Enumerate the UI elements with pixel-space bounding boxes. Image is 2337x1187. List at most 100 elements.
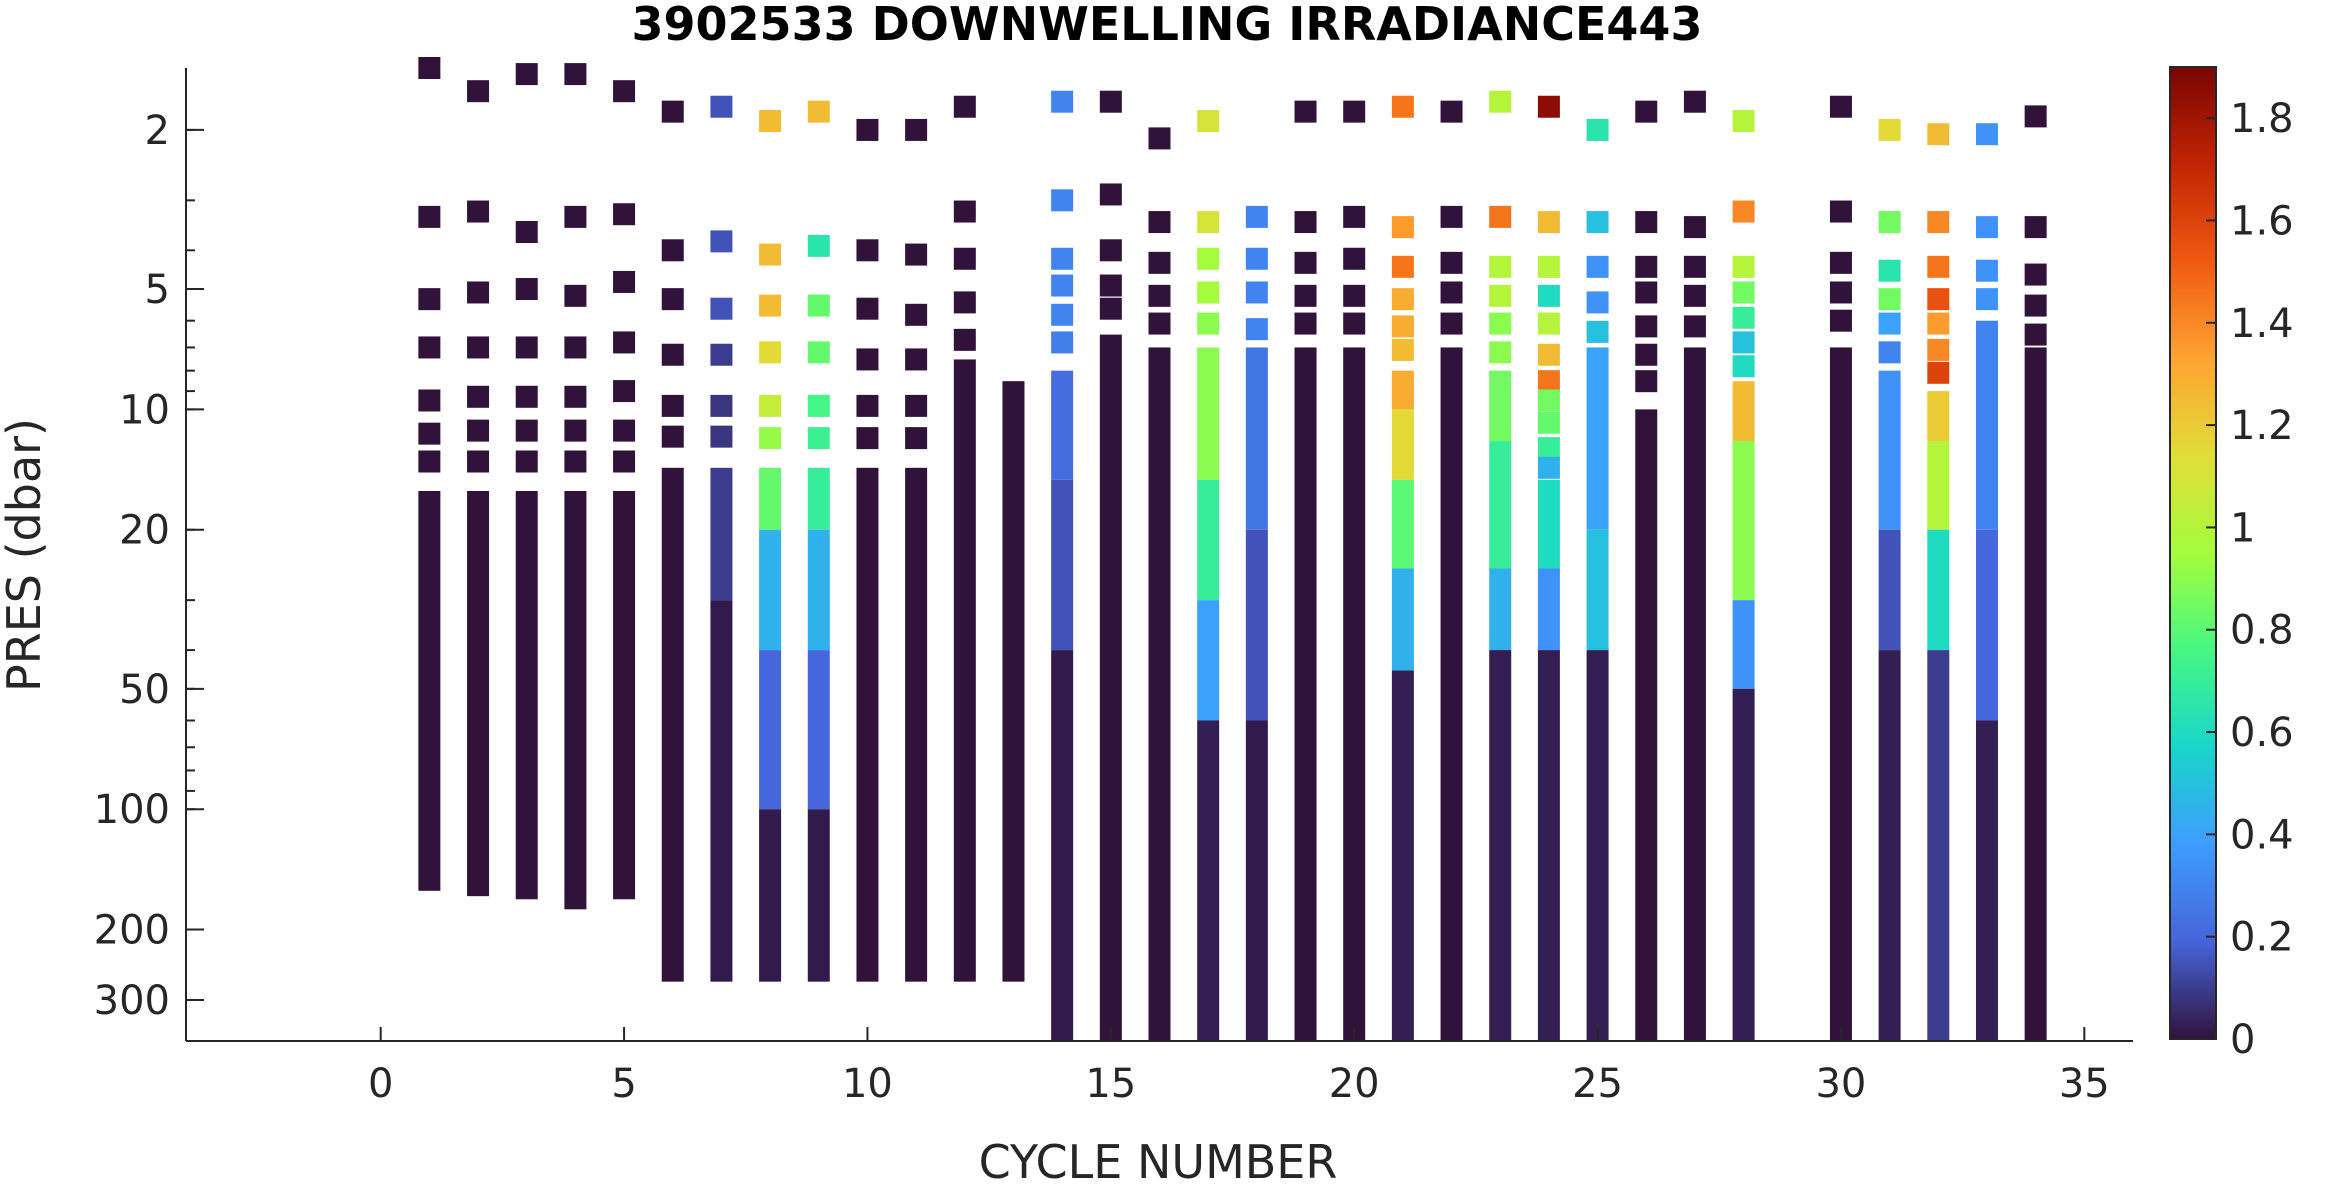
sample-marker xyxy=(467,450,490,473)
sample-marker xyxy=(661,343,684,366)
sample-marker xyxy=(1537,456,1560,479)
sample-marker xyxy=(807,100,830,123)
x-tick-label: 25 xyxy=(1572,1061,1623,1107)
colorbar-ticks: 0 0.2 0.4 0.6 0.8 1 1.2 1.4 1.6 1.8 xyxy=(2206,96,2294,1063)
profile-segment xyxy=(1586,650,1609,1041)
profile-segment xyxy=(1829,347,1852,1041)
sample-marker xyxy=(515,278,538,301)
x-ticks: 0 5 10 15 20 25 30 35 xyxy=(368,1027,2110,1107)
y-tick-label: 2 xyxy=(145,108,170,154)
sample-marker xyxy=(661,100,684,123)
sample-marker xyxy=(515,336,538,359)
sample-marker xyxy=(1537,343,1560,366)
sample-marker xyxy=(1537,95,1560,118)
sample-marker xyxy=(1440,281,1463,304)
sample-marker xyxy=(1148,284,1171,307)
sample-marker xyxy=(759,243,782,266)
profile-segment xyxy=(1975,720,1998,1041)
sample-marker xyxy=(759,341,782,364)
sample-marker xyxy=(856,427,879,450)
profile-segment xyxy=(1391,568,1414,671)
profile-segment xyxy=(1197,600,1220,721)
y-tick-label: 50 xyxy=(119,667,170,713)
profile-segment xyxy=(1489,568,1512,651)
sample-marker xyxy=(856,297,879,320)
sample-marker xyxy=(564,284,587,307)
sample-marker xyxy=(613,203,636,226)
y-tick-label: 10 xyxy=(119,387,170,433)
sample-marker xyxy=(418,422,441,445)
sample-marker xyxy=(1294,211,1317,234)
x-tick-label: 20 xyxy=(1329,1061,1380,1107)
profile-segment xyxy=(1051,370,1074,480)
sample-marker xyxy=(1440,312,1463,335)
sample-marker xyxy=(515,385,538,408)
sample-marker xyxy=(1148,312,1171,335)
sample-marker xyxy=(661,425,684,448)
sample-marker xyxy=(759,110,782,133)
profile-segment xyxy=(1732,688,1755,1041)
sample-marker xyxy=(1197,247,1220,270)
profile-segment xyxy=(1440,347,1463,1041)
sample-marker xyxy=(1927,312,1950,335)
sample-marker xyxy=(1878,118,1901,141)
colorbar-tick-label: 0 xyxy=(2230,1017,2255,1063)
sample-marker xyxy=(1489,312,1512,335)
sample-marker xyxy=(2024,263,2047,286)
sample-marker xyxy=(1245,281,1268,304)
sample-marker xyxy=(1927,288,1950,311)
sample-marker xyxy=(710,230,733,253)
sample-marker xyxy=(564,63,587,86)
sample-marker xyxy=(710,297,733,320)
profile-segment xyxy=(953,359,976,982)
profile-segment xyxy=(1343,347,1366,1041)
sample-marker xyxy=(661,288,684,311)
profile-segment xyxy=(1635,409,1658,1041)
sample-marker xyxy=(1099,90,1122,113)
sample-marker xyxy=(1829,281,1852,304)
profile-segment xyxy=(759,467,782,530)
colorbar-tick-label: 0.6 xyxy=(2230,710,2294,756)
chart-axes xyxy=(185,68,2133,1042)
sample-marker xyxy=(613,419,636,442)
sample-marker xyxy=(1975,216,1998,239)
sample-marker xyxy=(1391,288,1414,311)
sample-marker xyxy=(807,394,830,417)
profile-segment xyxy=(515,490,538,900)
sample-marker xyxy=(1440,251,1463,274)
sample-marker xyxy=(1197,281,1220,304)
sample-marker xyxy=(1829,309,1852,332)
colorbar-tick-label: 1.8 xyxy=(2230,96,2294,142)
sample-marker xyxy=(1635,211,1658,234)
sample-marker xyxy=(1197,312,1220,335)
profile-segment xyxy=(1927,529,1950,651)
sample-marker xyxy=(1051,274,1074,297)
profile-segment xyxy=(1683,347,1706,1041)
sample-marker xyxy=(1586,255,1609,278)
sample-marker xyxy=(856,348,879,371)
sample-marker xyxy=(1635,343,1658,366)
sample-marker xyxy=(1294,284,1317,307)
y-axis-label: PRES (dbar) xyxy=(0,418,51,692)
sample-marker xyxy=(418,205,441,228)
sample-marker xyxy=(1537,411,1560,434)
sample-marker xyxy=(1197,110,1220,133)
sample-marker xyxy=(905,394,928,417)
sample-marker xyxy=(1878,341,1901,364)
sample-marker xyxy=(1683,284,1706,307)
sample-marker xyxy=(1537,284,1560,307)
sample-marker xyxy=(467,281,490,304)
sample-marker xyxy=(1051,247,1074,270)
sample-marker xyxy=(710,394,733,417)
profile-segment xyxy=(1975,529,1998,721)
x-axis-label: CYCLE NUMBER xyxy=(979,1135,1338,1187)
sample-marker xyxy=(1635,255,1658,278)
profile-segment xyxy=(1051,479,1074,651)
sample-marker xyxy=(1927,338,1950,361)
sample-marker xyxy=(2024,294,2047,317)
profile-segment xyxy=(1391,479,1414,569)
profile-segment xyxy=(1489,650,1512,1041)
sample-marker xyxy=(467,200,490,223)
y-tick-label: 300 xyxy=(94,978,170,1024)
